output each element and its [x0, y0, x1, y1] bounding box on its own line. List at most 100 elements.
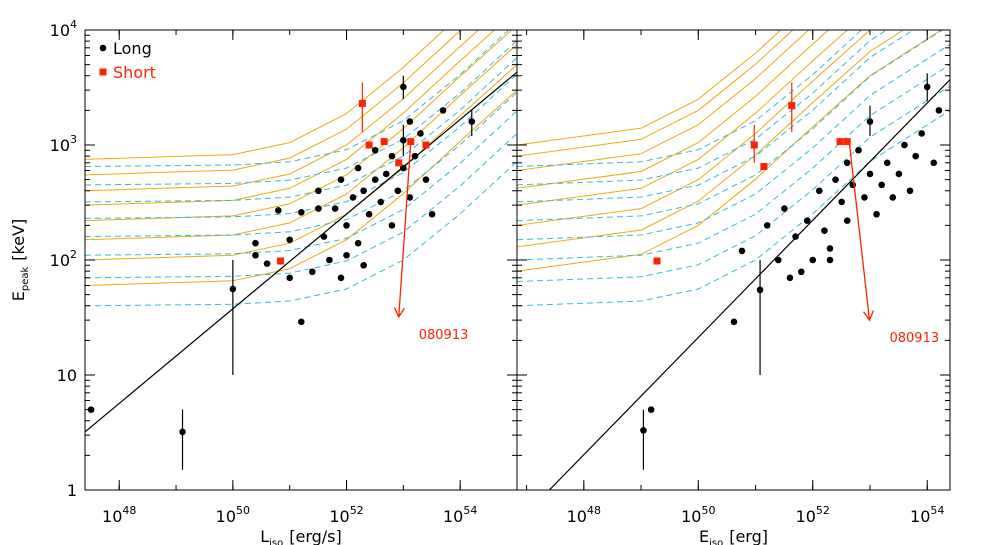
data-point — [809, 256, 817, 264]
tick-exponent: 52 — [816, 504, 830, 517]
data-point — [326, 256, 333, 264]
data-point — [849, 181, 857, 189]
data-point — [422, 176, 430, 183]
model-curve — [85, 30, 513, 222]
data-point — [756, 286, 764, 294]
data-point — [774, 256, 782, 264]
data-point — [838, 198, 845, 206]
data-point — [738, 247, 746, 255]
fit-line — [548, 79, 950, 490]
data-point — [349, 194, 357, 201]
data-point — [297, 208, 305, 216]
model-curve-dashed — [517, 30, 863, 167]
data-point — [912, 152, 920, 160]
tick-exponent: 48 — [587, 504, 601, 517]
data-point — [832, 176, 839, 183]
data-point — [406, 194, 414, 201]
data-point — [277, 257, 285, 265]
tick-exponent: 3 — [70, 133, 77, 146]
tick-base: 10 — [796, 507, 816, 526]
data-point — [400, 83, 407, 91]
model-curve-dashed — [85, 161, 517, 307]
data-point — [889, 194, 897, 201]
data-point — [468, 118, 476, 125]
tick-exponent: 4 — [70, 18, 77, 31]
data-point — [760, 163, 768, 171]
data-point — [826, 256, 834, 264]
data-point — [918, 130, 925, 137]
label-main: L — [260, 527, 269, 545]
data-point — [358, 99, 366, 107]
data-point — [895, 170, 903, 178]
tick-label: 104 — [50, 18, 77, 40]
fit-line — [85, 71, 517, 433]
data-point — [263, 260, 271, 267]
tick-label: 1054 — [443, 504, 477, 526]
data-point — [337, 176, 345, 183]
data-point — [640, 427, 647, 434]
plot-area — [517, 30, 950, 490]
model-curve-dashed — [517, 43, 950, 241]
tick-base: 10 — [50, 136, 70, 155]
tick-label: 1048 — [102, 504, 136, 526]
data-point — [360, 187, 367, 195]
legend-marker — [99, 44, 107, 52]
data-point — [331, 205, 339, 212]
data-point — [394, 187, 402, 195]
data-point — [836, 138, 844, 146]
data-point — [763, 222, 771, 229]
data-point — [179, 428, 186, 436]
data-point — [653, 257, 661, 265]
data-point — [422, 141, 430, 149]
data-point — [365, 141, 373, 149]
data-point — [286, 274, 293, 282]
tick-base: 10 — [567, 507, 587, 526]
tick-label: 1048 — [567, 504, 601, 526]
model-curve — [85, 64, 517, 261]
model-curve-dashed — [85, 91, 517, 237]
tick-base: 10 — [102, 507, 122, 526]
model-curve — [517, 30, 810, 171]
model-curve-dashed — [85, 110, 517, 256]
model-curve — [517, 30, 905, 248]
data-point — [315, 205, 322, 212]
label-sub: iso — [709, 538, 723, 545]
model-curve — [85, 30, 480, 192]
data-point — [792, 233, 799, 240]
data-point — [861, 194, 868, 201]
model-curve-dashed — [517, 30, 915, 203]
data-point — [309, 268, 316, 276]
data-point — [252, 251, 259, 259]
legend-label: Long — [113, 39, 152, 58]
data-point — [400, 136, 407, 144]
tick-exponent: 48 — [122, 504, 136, 517]
tick-label: 1050 — [216, 504, 250, 526]
data-point — [87, 406, 95, 413]
plot-frame — [84, 29, 518, 491]
model-curve-dashed — [85, 40, 517, 186]
data-point — [803, 217, 811, 224]
tick-exponent: 50 — [701, 504, 715, 517]
annotation-label: 080913 — [419, 328, 469, 343]
model-curve — [517, 30, 830, 189]
data-point — [407, 138, 415, 146]
data-point — [923, 83, 931, 91]
data-point — [878, 181, 885, 189]
model-curve-dashed — [517, 109, 950, 307]
tick-label: 102 — [50, 248, 77, 270]
model-curve — [517, 30, 871, 226]
data-point — [274, 207, 282, 214]
data-point — [843, 138, 851, 146]
tick-label: 1052 — [796, 504, 830, 526]
tick-base: 10 — [216, 507, 236, 526]
data-point — [395, 159, 403, 167]
tick-base: 10 — [681, 507, 701, 526]
model-curve-dashed — [85, 133, 517, 279]
legend-marker — [99, 68, 107, 76]
model-curve — [517, 30, 943, 272]
data-point — [337, 274, 345, 282]
label-unit: [keV] — [9, 219, 28, 261]
model-curve — [85, 44, 517, 241]
model-curve-dashed — [517, 85, 950, 282]
